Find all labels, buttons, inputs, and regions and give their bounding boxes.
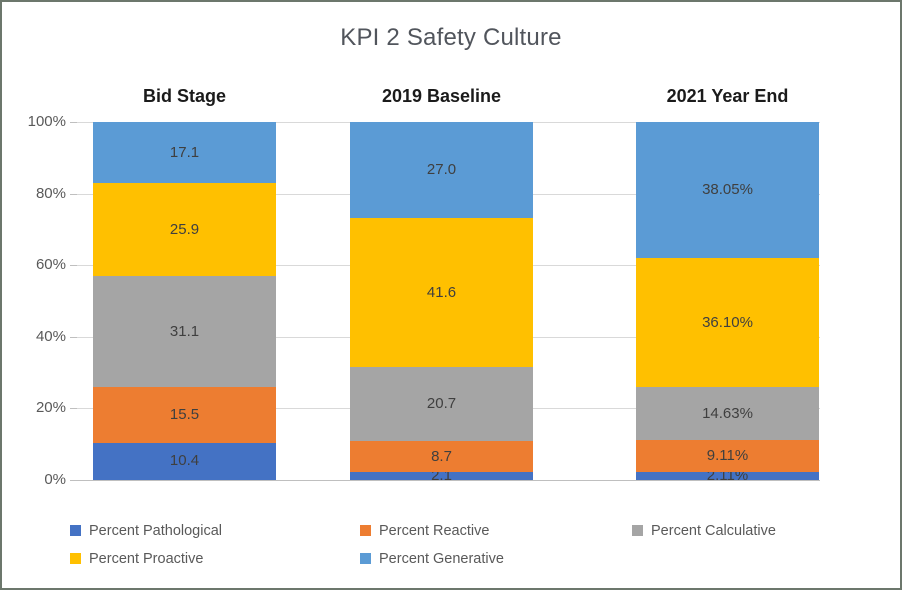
category-header: Bid Stage — [142, 86, 226, 106]
bar-segment — [93, 122, 276, 184]
y-axis-label: 40% — [35, 327, 66, 345]
y-axis-tick — [70, 480, 77, 481]
y-axis-label: 100% — [27, 113, 66, 130]
legend-swatch-icon — [360, 553, 371, 564]
bar-segment — [636, 387, 819, 440]
y-axis-label: 80% — [35, 184, 66, 202]
bar-segment — [93, 442, 276, 480]
legend-label: Percent Generative — [379, 551, 504, 567]
y-axis-tick — [70, 193, 77, 195]
bar-segment — [350, 367, 533, 442]
bar-segment — [636, 439, 819, 473]
legend-label: Percent Pathological — [89, 523, 222, 539]
legend-label: Percent Proactive — [89, 551, 204, 567]
legend-swatch-icon — [360, 525, 371, 536]
bar-segment — [636, 122, 819, 259]
bar-segment — [93, 275, 276, 388]
legend-label: Percent Reactive — [379, 523, 490, 539]
y-axis-label: 0% — [44, 471, 66, 488]
bar-segment — [636, 472, 819, 480]
bar-segment — [636, 258, 819, 388]
y-axis-tick — [70, 265, 77, 267]
y-axis-label: 20% — [35, 399, 66, 417]
legend-swatch-icon — [70, 553, 81, 564]
x-axis-line — [77, 480, 820, 481]
bar-segment — [350, 218, 533, 368]
bar-segment — [350, 441, 533, 473]
legend-swatch-icon — [70, 525, 81, 536]
y-axis-tick — [70, 122, 77, 123]
bar-segment — [93, 183, 276, 276]
category-header: 2021 Year End — [666, 86, 789, 106]
y-axis-tick — [70, 408, 77, 410]
bar-segment — [350, 121, 533, 219]
bar-segment — [93, 387, 276, 443]
category-header: 2019 Baseline — [381, 86, 502, 106]
legend-label: Percent Calculative — [651, 523, 776, 539]
chart-title: KPI 2 Safety Culture — [340, 24, 562, 51]
bar-segment — [350, 472, 533, 480]
y-axis-tick — [70, 336, 77, 338]
y-axis-label: 60% — [35, 256, 66, 274]
legend-swatch-icon — [632, 525, 643, 536]
